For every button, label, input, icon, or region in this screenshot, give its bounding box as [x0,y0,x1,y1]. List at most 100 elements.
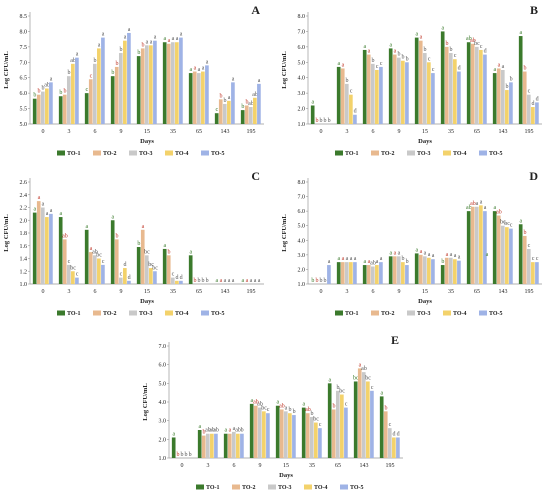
bar-to-5-day-0 [49,82,53,124]
bar-to-4-day-65 [340,394,344,458]
bar-to-3-day-143 [361,372,366,458]
significance-letter: b [42,86,45,92]
significance-letter: c [90,73,93,79]
significance-letter: b [111,70,114,76]
significance-letter: c [528,243,531,249]
significance-letter: c [68,259,71,265]
bar-to-1-day-35 [440,31,445,124]
significance-letter: a [432,253,435,259]
significance-letter: c [350,89,353,95]
bar-to-5-day-0 [49,213,53,284]
significance-letter: a [194,66,197,72]
bar-to-4-day-195 [392,437,396,458]
significance-letter: a [225,428,228,434]
significance-letter: a [502,64,505,70]
bar-to-2-day-65 [331,409,336,458]
panel-letter: B [530,3,538,17]
legend-label-to-2: TO-2 [381,151,395,157]
bar-to-1-day-65 [188,73,193,124]
significance-letter: c [428,56,431,62]
significance-letter: a [190,249,193,255]
significance-letter: b [324,278,327,284]
bar-to-2-day-6 [366,54,371,125]
significance-letter: d [393,431,396,437]
significance-letter: b [293,409,296,415]
y-tick-label: 4.0 [298,76,306,82]
significance-letter: a [254,278,257,284]
significance-letter: c [319,422,322,428]
x-axis-title: Days [279,472,293,479]
significance-letter: a [390,250,393,256]
bar-to-3-day-195 [526,249,531,284]
y-tick-label: 8.0 [298,14,306,20]
x-tick-label: 35 [448,289,454,295]
bar-to-5-day-9 [405,265,409,284]
significance-letter: a [232,278,235,284]
legend-swatch-to-1 [335,310,343,316]
significance-letter: ab [470,201,476,207]
bar-to-5-day-9 [405,62,409,124]
bar-to-3-day-6 [92,255,97,284]
significance-letter: b [320,118,323,124]
bar-to-1-day-6 [362,265,367,284]
legend: TO-1 TO-2 TO-3 TO-4 TO-5 [335,310,503,317]
significance-letter: b [202,278,205,284]
bar-to-5-day-9 [266,413,270,458]
significance-letter: a [42,202,45,208]
x-tick-label: 143 [499,289,508,295]
significance-letter: b [311,278,314,284]
bar-to-5-day-15 [431,259,435,284]
significance-letter: a [98,42,101,48]
legend-swatch-to-1 [57,310,65,316]
significance-letter: a [416,247,419,253]
bar-to-1-day-6 [84,229,89,284]
bar-to-5-day-6 [101,264,105,284]
y-tick-label: 8.0 [20,29,28,35]
significance-letter: a [124,35,127,41]
significance-letter: a [346,256,349,262]
significance-letter: a [102,32,105,38]
significance-letter: a [228,278,231,284]
significance-letter: a [328,259,331,265]
significance-letter: b [337,385,340,391]
significance-letter: ab [466,36,472,42]
y-tick-label: 1.6 [20,244,28,250]
bar-to-2-day-65 [192,71,197,124]
x-tick-label: 15 [283,463,289,469]
significance-letter: c [267,407,270,413]
significance-letter: a [390,42,393,48]
bar-to-1-day-15 [136,247,141,284]
significance-letter: a [476,201,479,207]
legend-label-to-3: TO-3 [139,311,153,317]
significance-letter: a [368,49,371,55]
significance-letter: a [164,243,167,249]
significance-letter: a [442,25,445,31]
significance-letter: b [523,66,526,72]
y-tick-label: 2.0 [298,107,306,113]
bar-to-2-day-3 [201,435,206,458]
bar-to-2-day-143 [496,215,501,284]
bar-to-3-day-195 [387,428,392,458]
y-axis-title: Log CFU/mL [3,51,10,89]
bar-to-3-day-9 [257,407,262,458]
significance-letter: a [76,52,79,58]
x-tick-label: 15 [422,129,428,135]
bar-to-3-day-35 [170,42,175,124]
bar-to-5-day-3 [75,57,79,124]
legend-label-to-4: TO-4 [453,311,467,317]
bar-to-5-day-35 [318,428,322,458]
x-tick-label: 35 [170,289,176,295]
bar-to-3-day-9 [118,277,123,284]
significance-letter: b [137,241,140,247]
bar-to-5-day-65 [483,54,487,125]
significance-letter: a [216,278,219,284]
x-tick-label: 3 [346,129,349,135]
bar-to-4-day-15 [427,257,431,284]
bar-to-2-day-9 [392,54,397,125]
bar-to-3-day-143 [500,225,505,284]
x-tick-label: 65 [196,129,202,135]
x-tick-label: 9 [259,463,262,469]
bar-to-4-day-0 [45,217,49,284]
significance-letter: d [536,96,539,102]
